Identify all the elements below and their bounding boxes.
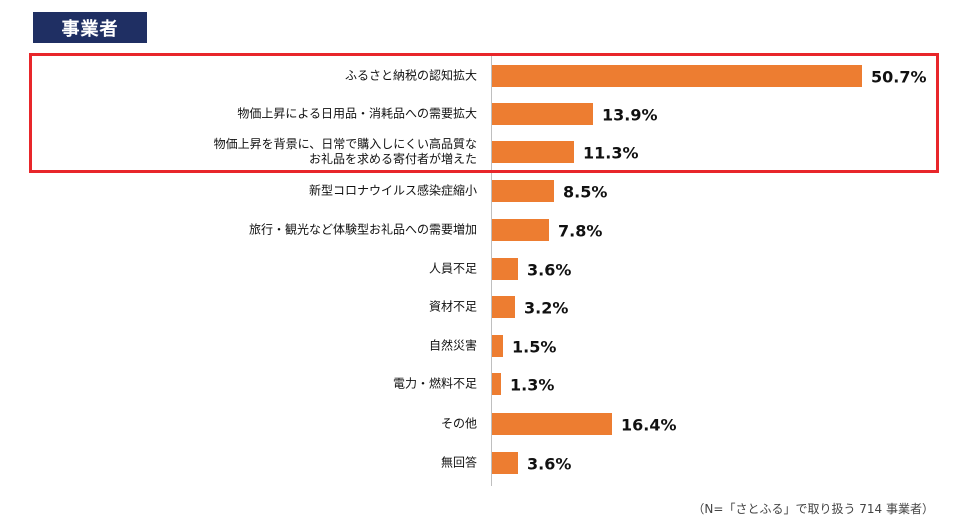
bar xyxy=(492,180,554,202)
value-label: 50.7% xyxy=(871,67,927,87)
category-label: 資材不足 xyxy=(428,299,477,314)
bar xyxy=(492,258,518,280)
value-label: 7.8% xyxy=(558,221,603,241)
bar xyxy=(492,141,574,163)
value-label: 1.5% xyxy=(512,337,557,357)
value-label: 16.4% xyxy=(621,415,677,435)
category-label: 旅行・観光など体験型お礼品への需要増加 xyxy=(248,222,477,237)
category-label: 物価上昇を背景に、日常で購入しにくい高品質な お礼品を求める寄付者が増えた xyxy=(213,137,477,166)
category-axis-line xyxy=(491,56,492,486)
highlight-box xyxy=(29,53,939,173)
value-label: 1.3% xyxy=(510,375,555,395)
bar xyxy=(492,219,549,241)
category-label: 人員不足 xyxy=(428,261,477,276)
bar xyxy=(492,452,518,474)
bar xyxy=(492,296,515,318)
sample-size-footnote: （N=「さとふる」で取り扱う 714 事業者） xyxy=(692,502,934,516)
category-label: 新型コロナウイルス感染症縮小 xyxy=(308,183,477,198)
category-label: 無回答 xyxy=(440,455,477,470)
bar xyxy=(492,373,501,395)
bar xyxy=(492,335,503,357)
bar xyxy=(492,413,612,435)
value-label: 3.2% xyxy=(524,298,569,318)
category-label: ふるさと納税の認知拡大 xyxy=(344,68,477,83)
value-label: 8.5% xyxy=(563,182,608,202)
value-label: 3.6% xyxy=(527,260,572,280)
category-label: 自然災害 xyxy=(428,338,477,353)
bar xyxy=(492,65,862,87)
bar xyxy=(492,103,593,125)
category-label: その他 xyxy=(440,416,477,431)
value-label: 3.6% xyxy=(527,454,572,474)
value-label: 11.3% xyxy=(583,143,639,163)
category-label: 電力・燃料不足 xyxy=(392,376,477,391)
chart-title: 事業者 xyxy=(33,12,147,43)
value-label: 13.9% xyxy=(602,105,658,125)
category-label: 物価上昇による日用品・消耗品への需要拡大 xyxy=(237,106,477,121)
